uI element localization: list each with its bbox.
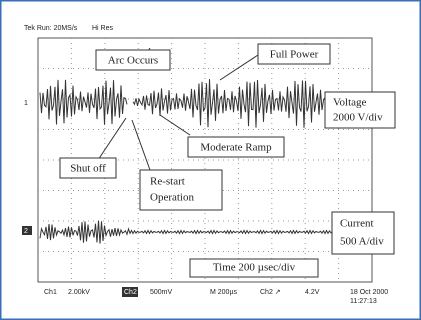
ch2-scale: 500mV (150, 289, 173, 296)
clock: 11:27:13 (350, 298, 377, 305)
time-base: M 200µs (210, 289, 237, 296)
ch1: Ch1 (44, 289, 57, 296)
current-scale: 500 A/div (340, 236, 384, 248)
time-label: Time 200 µsec/div (213, 262, 296, 274)
ch2-marker: 2 (24, 228, 28, 235)
trigger-level: 4.2V (305, 289, 320, 296)
ch1-scale: 2.00kV (68, 289, 90, 296)
scope-screen: Tek Run: 20MS/s Hi Res 1 2 Arc Occurs Fu… (0, 0, 421, 320)
trigger: Ch2 ↗ (260, 289, 281, 296)
arc-label: Arc Occurs (108, 55, 158, 67)
voltage-scale: 2000 V/div (333, 112, 383, 124)
mode: Hi Res (92, 25, 114, 32)
full-power-label: Full Power (270, 49, 319, 61)
restart-label: Re-start (150, 176, 185, 188)
ch1-marker: 1 (24, 100, 28, 107)
ramp-label: Moderate Ramp (200, 142, 272, 154)
voltage-label: Voltage (333, 97, 367, 109)
status: Tek Run: 20MS/s (24, 25, 78, 32)
restart-label: Operation (150, 192, 194, 204)
shut-off-label: Shut off (70, 163, 106, 175)
current-label: Current (340, 218, 374, 230)
ch2: Ch2 (124, 289, 137, 296)
date: 18 Oct 2000 (350, 289, 388, 296)
